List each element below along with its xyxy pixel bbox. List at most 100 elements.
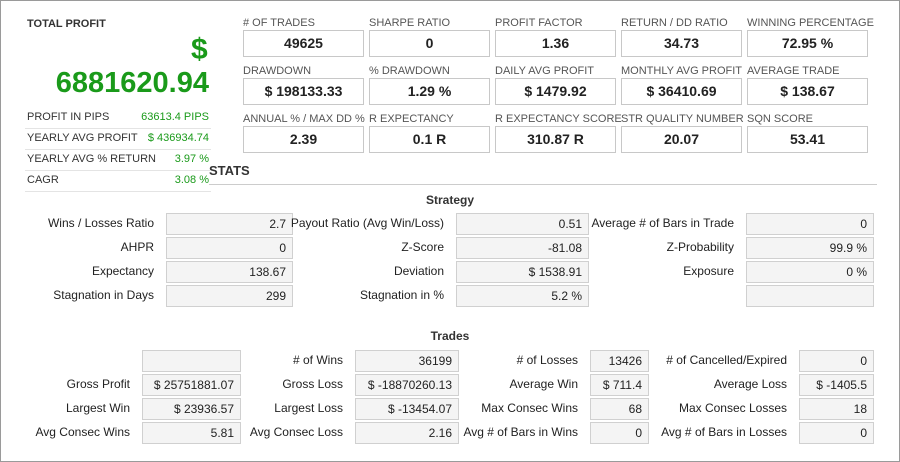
row-label: Wins / Losses Ratio bbox=[47, 216, 154, 230]
metric-value: 0 bbox=[369, 30, 490, 57]
row-value: 0 bbox=[799, 422, 874, 444]
row-value: 0 bbox=[799, 350, 874, 372]
row-value: 138.67 bbox=[166, 261, 293, 283]
row-label: Stagnation in % bbox=[359, 288, 444, 302]
metric-value: 72.95 % bbox=[747, 30, 868, 57]
row-value bbox=[142, 350, 241, 372]
metric-label: AVERAGE TRADE bbox=[747, 65, 840, 77]
row-label: Average Loss bbox=[713, 377, 787, 391]
row-value: 0.51 bbox=[456, 213, 589, 235]
left-sep bbox=[25, 128, 211, 129]
row-value: 2.16 bbox=[355, 422, 459, 444]
row-label: # of Wins bbox=[292, 353, 343, 367]
row-value: $ -13454.07 bbox=[355, 398, 459, 420]
left-label: PROFIT IN PIPS bbox=[27, 111, 110, 123]
row-label: Gross Loss bbox=[282, 377, 343, 391]
left-sep bbox=[25, 149, 211, 150]
left-value: 3.97 % bbox=[174, 153, 209, 165]
metric-label: MONTHLY AVG PROFIT bbox=[621, 65, 743, 77]
metric-value: 310.87 R bbox=[495, 126, 616, 153]
row-value: $ 1538.91 bbox=[456, 261, 589, 283]
metric-value: 2.39 bbox=[243, 126, 364, 153]
row-label: Largest Loss bbox=[274, 401, 343, 415]
row-label: Z-Probability bbox=[666, 240, 734, 254]
metric-value: $ 138.67 bbox=[747, 78, 868, 105]
total-profit-title: TOTAL PROFIT bbox=[27, 18, 106, 30]
total-profit-value: 6881620.94 bbox=[55, 67, 209, 99]
row-value: $ 23936.57 bbox=[142, 398, 241, 420]
row-value: 5.81 bbox=[142, 422, 241, 444]
metric-value: $ 198133.33 bbox=[243, 78, 364, 105]
metric-label: ANNUAL % / MAX DD % bbox=[243, 113, 365, 125]
row-label: Gross Profit bbox=[66, 377, 130, 391]
metric-label: RETURN / DD RATIO bbox=[621, 17, 728, 29]
row-label: Largest Win bbox=[65, 401, 130, 415]
left-label: YEARLY AVG % RETURN bbox=[27, 153, 156, 165]
left-sep bbox=[25, 170, 211, 171]
metric-label: DRAWDOWN bbox=[243, 65, 312, 77]
metric-value: 34.73 bbox=[621, 30, 742, 57]
metric-label: SHARPE RATIO bbox=[369, 17, 451, 29]
metric-value: 49625 bbox=[243, 30, 364, 57]
metric-label: R EXPECTANCY bbox=[369, 113, 454, 125]
row-value: $ 711.4 bbox=[590, 374, 649, 396]
metric-label: STR QUALITY NUMBER bbox=[621, 113, 744, 125]
metric-value: 20.07 bbox=[621, 126, 742, 153]
row-label: # of Losses bbox=[516, 353, 578, 367]
metric-label: SQN SCORE bbox=[747, 113, 814, 125]
row-label: # of Cancelled/Expired bbox=[666, 353, 787, 367]
row-value: 0 bbox=[166, 237, 293, 259]
left-label: YEARLY AVG PROFIT bbox=[27, 132, 138, 144]
row-value: 5.2 % bbox=[456, 285, 589, 307]
row-value: 13426 bbox=[590, 350, 649, 372]
row-value: 18 bbox=[799, 398, 874, 420]
trades-title: Trades bbox=[430, 329, 470, 343]
currency: $ bbox=[191, 33, 208, 66]
row-value: -81.08 bbox=[456, 237, 589, 259]
row-label: Average Win bbox=[509, 377, 578, 391]
left-value: $ 436934.74 bbox=[147, 132, 209, 144]
row-value bbox=[746, 285, 874, 307]
row-label: Deviation bbox=[393, 264, 444, 278]
left-label: CAGR bbox=[27, 174, 59, 186]
row-label: AHPR bbox=[120, 240, 154, 254]
row-value: 68 bbox=[590, 398, 649, 420]
row-value: 299 bbox=[166, 285, 293, 307]
row-value: $ 25751881.07 bbox=[142, 374, 241, 396]
row-label: Payout Ratio (Avg Win/Loss) bbox=[290, 216, 444, 230]
strategy-title: Strategy bbox=[425, 193, 475, 207]
metric-value: $ 36410.69 bbox=[621, 78, 742, 105]
metric-label: # OF TRADES bbox=[243, 17, 315, 29]
left-value: 3.08 % bbox=[174, 174, 209, 186]
metric-value: $ 1479.92 bbox=[495, 78, 616, 105]
row-label: Avg # of Bars in Losses bbox=[661, 425, 787, 439]
row-value: 2.7 bbox=[166, 213, 293, 235]
metric-value: 0.1 R bbox=[369, 126, 490, 153]
row-label: Stagnation in Days bbox=[53, 288, 154, 302]
row-label: Avg Consec Loss bbox=[249, 425, 343, 439]
left-sep bbox=[25, 191, 211, 192]
divider bbox=[209, 184, 877, 185]
metric-label: PROFIT FACTOR bbox=[495, 17, 583, 29]
row-label: Avg # of Bars in Wins bbox=[463, 425, 579, 439]
row-label: Max Consec Wins bbox=[481, 401, 578, 415]
metric-label: % DRAWDOWN bbox=[369, 65, 450, 77]
stats-title: STATS bbox=[209, 163, 250, 178]
row-label: Expectancy bbox=[91, 264, 154, 278]
left-value: 63613.4 PIPS bbox=[141, 111, 209, 123]
row-value: 0 bbox=[590, 422, 649, 444]
row-value: $ -18870260.13 bbox=[355, 374, 459, 396]
metric-label: R EXPECTANCY SCORE bbox=[495, 113, 622, 125]
row-label: Avg Consec Wins bbox=[35, 425, 130, 439]
row-label: Max Consec Losses bbox=[678, 401, 787, 415]
row-label: Exposure bbox=[683, 264, 734, 278]
row-value: 36199 bbox=[355, 350, 459, 372]
row-value: $ -1405.5 bbox=[799, 374, 874, 396]
metric-value: 1.36 bbox=[495, 30, 616, 57]
row-label: Z-Score bbox=[401, 240, 444, 254]
metric-value: 53.41 bbox=[747, 126, 868, 153]
metric-value: 1.29 % bbox=[369, 78, 490, 105]
metric-label: DAILY AVG PROFIT bbox=[495, 65, 595, 77]
row-value: 0 % bbox=[746, 261, 874, 283]
